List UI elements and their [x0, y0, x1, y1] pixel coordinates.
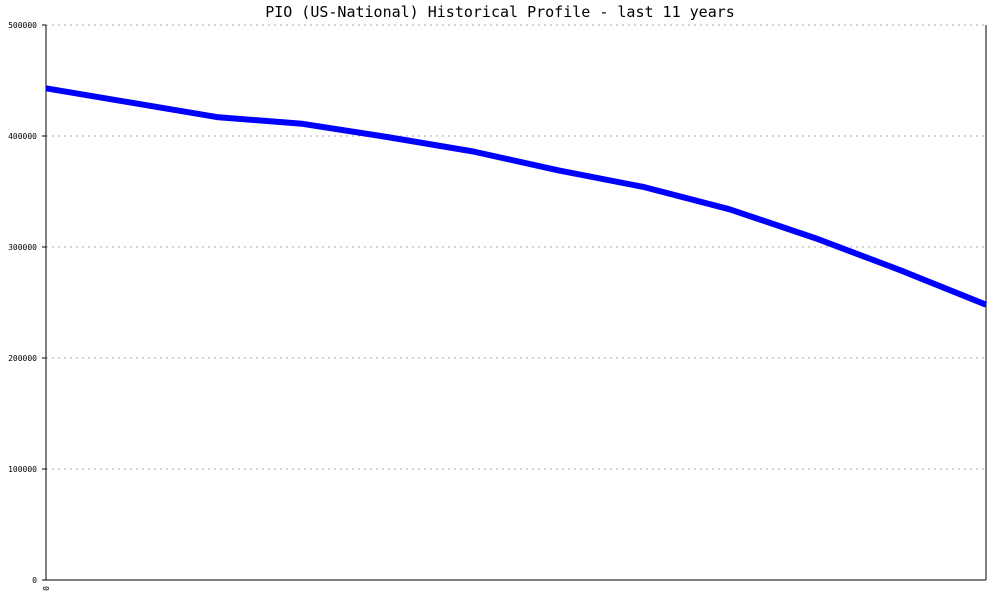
x-tick-label: 0: [42, 586, 51, 591]
series-layer: [46, 88, 986, 305]
y-tick-label: 500000: [8, 21, 37, 30]
axis-layer: [42, 25, 986, 580]
y-tick-label: 200000: [8, 354, 37, 363]
tick-label-layer: 0 100000 200000 300000 400000 500000 0: [8, 21, 51, 591]
y-tick-label: 100000: [8, 465, 37, 474]
y-tick-label: 400000: [8, 132, 37, 141]
series-line: [46, 88, 986, 304]
chart-title: PIO (US-National) Historical Profile - l…: [0, 3, 1000, 21]
y-tick-label: 300000: [8, 243, 37, 252]
y-tick-label: 0: [32, 576, 37, 585]
